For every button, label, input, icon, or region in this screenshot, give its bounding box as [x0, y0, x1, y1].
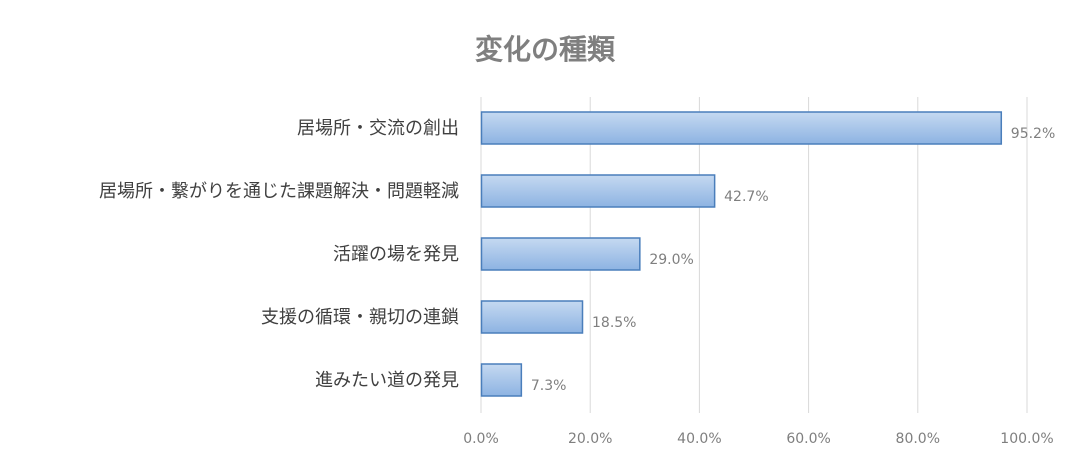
x-tick-label: 0.0% [463, 431, 499, 447]
labels: 0.0% 20.0% 40.0% 60.0% 80.0% 100.0% 居場所・交流の創出 9… [99, 118, 1055, 447]
bar [480, 174, 716, 208]
category-label: 進みたい道の発見 [315, 370, 459, 391]
x-tick-label: 80.0% [896, 431, 940, 447]
category-label: 活躍の場を発見 [333, 244, 459, 265]
bar [480, 237, 641, 271]
value-label: 7.3% [531, 378, 567, 394]
value-label: 42.7% [724, 189, 768, 205]
category-label: 居場所・繋がりを通じた課題解決・問題軽減 [99, 181, 459, 202]
x-tick-label: 20.0% [568, 431, 612, 447]
value-label: 18.5% [592, 315, 636, 331]
bar [480, 111, 1003, 145]
bar [480, 300, 584, 334]
bars [480, 111, 1003, 397]
x-tick-label: 100.0% [1000, 431, 1053, 447]
value-label: 29.0% [649, 252, 693, 268]
x-tick-label: 40.0% [677, 431, 721, 447]
x-tick-label: 60.0% [786, 431, 830, 447]
value-label: 95.2% [1011, 126, 1055, 142]
chart-title: 変化の種類 [474, 33, 615, 66]
bar [480, 363, 523, 397]
category-label: 支援の循環・親切の連鎖 [261, 307, 459, 328]
category-label: 居場所・交流の創出 [297, 118, 459, 139]
